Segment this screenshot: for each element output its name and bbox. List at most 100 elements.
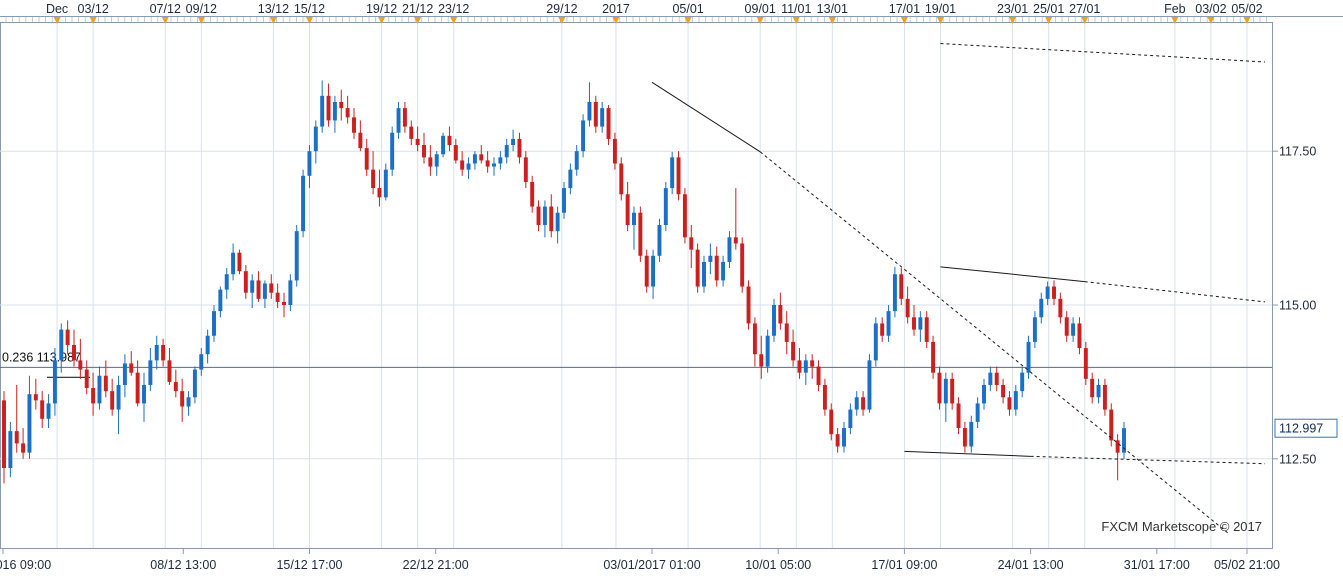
candle-body: [364, 148, 369, 170]
candle-body: [1096, 384, 1101, 398]
candle-body: [116, 384, 121, 410]
top-axis-tick-label: 23/12: [438, 2, 469, 16]
candle-body: [84, 369, 89, 389]
candle-body: [523, 157, 528, 182]
candle-body: [1083, 348, 1088, 379]
candle-body: [1090, 378, 1095, 398]
candle-body: [504, 145, 509, 158]
candle-body: [549, 206, 554, 232]
candle-body: [243, 271, 248, 293]
candle-body: [1026, 341, 1031, 373]
candle-body: [110, 391, 115, 410]
candle-body: [288, 280, 293, 305]
candle-body: [682, 194, 687, 238]
candle-body: [122, 363, 127, 385]
candle-body: [816, 366, 821, 385]
candle-body: [765, 335, 770, 367]
period-marker: [558, 17, 566, 24]
period-marker: [1009, 17, 1017, 24]
period-marker: [1045, 17, 1053, 24]
candle-body: [943, 378, 948, 404]
candle-body: [52, 360, 57, 404]
candle-body: [186, 397, 191, 407]
grid: [0, 22, 1273, 549]
period-marker: [612, 17, 620, 24]
candle-body: [1039, 298, 1044, 318]
candle-body: [644, 255, 649, 287]
candle-body: [861, 397, 866, 410]
top-axis-tick-label: 13/01: [817, 2, 848, 16]
candle-body: [517, 138, 522, 158]
candles: [2, 80, 1126, 484]
period-marker: [197, 17, 205, 24]
candle-body: [320, 95, 325, 127]
period-marker: [305, 17, 313, 24]
candle-body: [1007, 397, 1012, 410]
bottom-axis-tick-label: 17/01 09:00: [871, 558, 937, 572]
candle-body: [803, 360, 808, 373]
candle-body: [536, 206, 541, 226]
price-axis: 112.50 115.00 117.50 112.997: [1272, 22, 1338, 548]
candle-body: [625, 194, 630, 226]
candle-body: [148, 360, 153, 385]
candle-body: [479, 154, 484, 161]
candle-body: [676, 157, 681, 195]
candle-body: [600, 108, 605, 127]
candle-body: [842, 428, 846, 447]
candle-body: [740, 243, 745, 287]
candle-body: [511, 138, 516, 146]
candle-body: [352, 117, 356, 133]
top-axis-band: [0, 0, 1343, 16]
candle-body: [587, 101, 592, 121]
candle-body: [301, 175, 306, 232]
top-axis-tick-label: 29/12: [546, 2, 577, 16]
candle-body: [492, 163, 496, 167]
bottom-axis-tick-label: 31/01 17:00: [1124, 558, 1190, 572]
candle-body: [651, 255, 656, 287]
candle-body: [918, 317, 923, 330]
trendline-extension: [759, 151, 1230, 535]
candle-body: [332, 101, 337, 121]
candle-body: [447, 135, 452, 146]
period-marker: [53, 17, 61, 24]
top-axis-tick-label: Dec: [46, 2, 68, 16]
period-marker: [269, 17, 277, 24]
candle-body: [574, 151, 579, 170]
candle-body: [269, 283, 274, 293]
candle-body: [702, 261, 706, 287]
candle-body: [994, 372, 999, 385]
period-marker: [1207, 17, 1215, 24]
top-axis-tick-label: 27/01: [1069, 2, 1100, 16]
candle-body: [924, 317, 929, 342]
candle-body: [867, 360, 872, 410]
candle-body: [530, 181, 535, 207]
trendline-extension: [940, 43, 1266, 63]
candle-body: [27, 394, 32, 453]
candle-body: [46, 403, 51, 419]
candle-body: [180, 391, 185, 407]
trendline: [651, 81, 761, 153]
candle-body: [154, 344, 159, 361]
candle-body: [192, 369, 197, 398]
candle-body: [975, 403, 980, 422]
candle-body: [581, 120, 586, 152]
top-axis-tick-label: 05/01: [672, 2, 703, 16]
candle-body: [409, 126, 414, 139]
top-axis-tick-label: 13/12: [258, 2, 289, 16]
candle-body: [262, 283, 267, 299]
candle-body: [988, 372, 993, 385]
candle-body: [275, 292, 280, 302]
candle-body: [810, 360, 815, 367]
bottom-axis-tick-label: 15/12 17:00: [276, 558, 342, 572]
candle-body: [778, 304, 783, 324]
period-marker: [684, 17, 692, 24]
candle-body: [1058, 298, 1063, 318]
candle-body: [606, 108, 611, 139]
candle-body: [218, 289, 223, 312]
top-axis-tick-label: 03/12: [78, 2, 109, 16]
price-tick-label: 115.00: [1279, 298, 1316, 312]
candle-body: [880, 323, 885, 336]
trendline: [904, 450, 1031, 457]
price-tick-label: 112.50: [1279, 452, 1316, 466]
